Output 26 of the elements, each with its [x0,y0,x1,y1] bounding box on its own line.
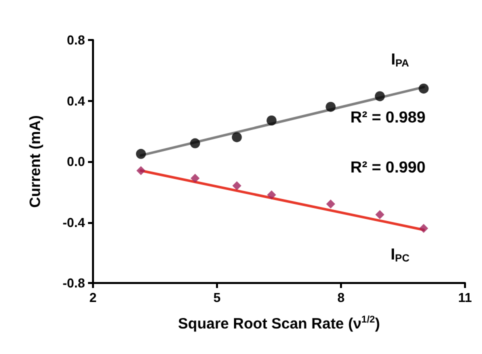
annotation: R² = 0.990 [350,160,426,176]
point [232,132,242,142]
point [136,148,146,159]
point [267,190,276,200]
x-tick-label: 2 [89,290,97,305]
point [190,138,200,148]
x-tick-label: 5 [213,290,221,305]
point [232,181,242,190]
point [326,200,336,209]
point [136,166,146,176]
y-tick-label: 0.8 [66,32,85,48]
point [374,91,385,102]
point [326,102,336,112]
point [266,115,277,126]
y-axis-title: Current (mA) [27,115,44,208]
y-tick-label: -0.4 [62,214,86,230]
y-tick-label: 0.4 [66,93,86,108]
point [419,224,428,233]
point [418,84,429,94]
point [190,174,200,183]
annotation: R² = 0.989 [350,110,426,126]
point [375,210,384,220]
x-tick-label: 11 [458,290,472,305]
y-tick-label: 0.0 [66,154,85,169]
x-tick-label: 8 [337,290,345,305]
y-tick-label: -0.8 [62,276,85,290]
